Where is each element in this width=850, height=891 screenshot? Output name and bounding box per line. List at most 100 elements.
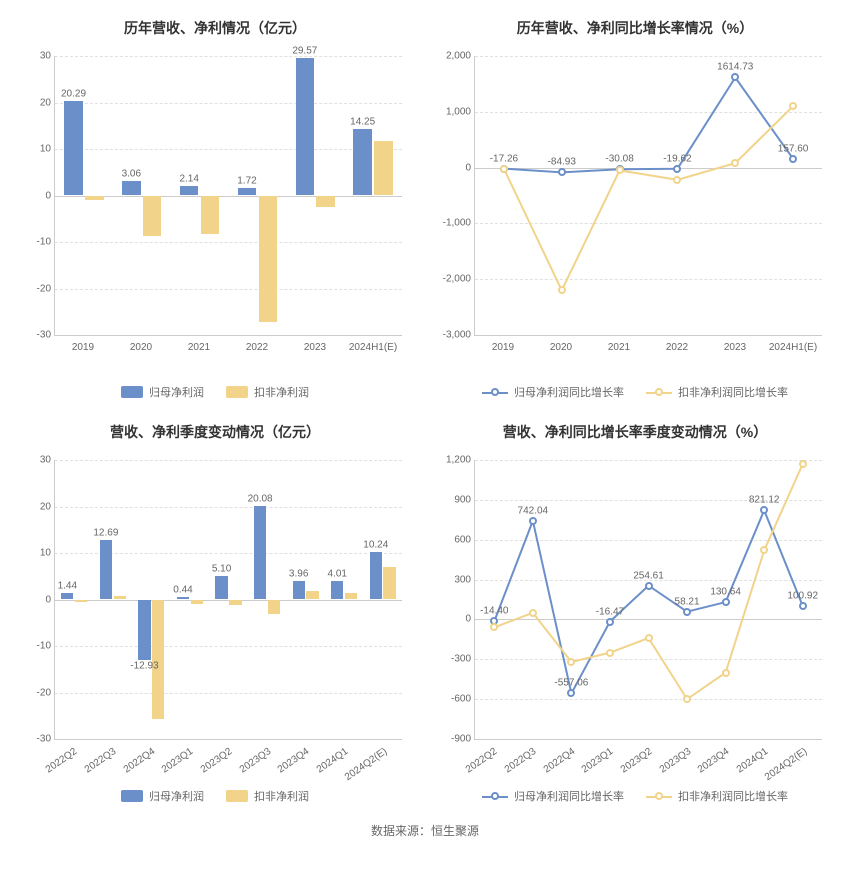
value-label: -30.08 xyxy=(605,154,633,165)
value-label: 130.64 xyxy=(710,587,741,598)
line-marker xyxy=(722,669,730,677)
value-label: 1.72 xyxy=(237,175,256,186)
x-tick-label: 2022Q3 xyxy=(503,746,538,775)
legend-swatch xyxy=(226,386,248,398)
legend-item: 扣非净利润 xyxy=(226,384,309,400)
x-tick-label: 2024Q2(E) xyxy=(343,746,389,783)
bar xyxy=(345,593,357,600)
value-label: -16.47 xyxy=(596,606,624,617)
bar xyxy=(316,196,335,208)
legend-item: 归母净利润同比增长率 xyxy=(482,788,624,804)
line-chart: -900-600-30003006009001,200-14.40742.04-… xyxy=(474,460,822,740)
x-tick-label: 2022Q4 xyxy=(541,746,576,775)
bar xyxy=(254,506,266,599)
legend-swatch xyxy=(482,791,508,801)
legend-item: 归母净利润同比增长率 xyxy=(482,384,624,400)
legend-label: 扣非净利润 xyxy=(254,788,309,804)
line-marker xyxy=(799,460,807,468)
x-tick-label: 2023Q1 xyxy=(160,746,195,775)
line-marker xyxy=(529,517,537,525)
data-source-footer: 数据来源：恒生聚源 xyxy=(10,808,840,845)
x-tick-label: 2022Q4 xyxy=(121,746,156,775)
line-marker xyxy=(731,73,739,81)
value-label: 1614.73 xyxy=(717,62,753,73)
legend-swatch xyxy=(646,387,672,397)
value-label: 0.44 xyxy=(173,585,192,596)
x-axis-labels: 201920202021202220232024H1(E) xyxy=(474,340,822,376)
x-tick-label: 2024H1(E) xyxy=(349,342,397,353)
bar xyxy=(383,567,395,600)
x-tick-label: 2024H1(E) xyxy=(769,342,817,353)
legend-label: 扣非净利润同比增长率 xyxy=(678,384,788,400)
value-label: 2.14 xyxy=(179,173,198,184)
value-label: 4.01 xyxy=(327,568,346,579)
legend-label: 扣非净利润 xyxy=(254,384,309,400)
x-tick-label: 2023Q2 xyxy=(199,746,234,775)
x-tick-label: 2022Q2 xyxy=(464,746,499,775)
legend-label: 归母净利润同比增长率 xyxy=(514,384,624,400)
x-tick-label: 2021 xyxy=(608,342,630,353)
x-tick-label: 2023Q2 xyxy=(619,746,654,775)
value-label: 10.24 xyxy=(363,539,388,550)
line-marker xyxy=(673,165,681,173)
bar xyxy=(201,196,220,234)
legend: 归母净利润 扣非净利润 xyxy=(14,788,416,804)
bar xyxy=(229,600,241,606)
x-tick-label: 2023Q1 xyxy=(580,746,615,775)
line-chart: -3,000-2,000-1,00001,0002,000-17.26-84.9… xyxy=(474,56,822,336)
line-marker xyxy=(558,286,566,294)
bar xyxy=(100,540,112,599)
value-label: 742.04 xyxy=(518,505,549,516)
value-label: 254.61 xyxy=(633,570,664,581)
panel-annual-values: 历年营收、净利情况（亿元） -30-20-10010203020.293.062… xyxy=(10,10,420,404)
bar xyxy=(268,600,280,615)
line-marker xyxy=(799,602,807,610)
chart-title: 营收、净利同比增长率季度变动情况（%） xyxy=(434,422,836,450)
bar xyxy=(177,597,189,599)
bar xyxy=(296,58,315,196)
value-label: 20.08 xyxy=(248,493,273,504)
legend-item: 扣非净利润同比增长率 xyxy=(646,788,788,804)
line-marker xyxy=(760,546,768,554)
chart-title: 历年营收、净利情况（亿元） xyxy=(14,18,416,46)
value-label: 5.10 xyxy=(212,563,231,574)
legend-item: 归母净利润 xyxy=(121,788,204,804)
line-marker xyxy=(616,166,624,174)
x-tick-label: 2023Q3 xyxy=(237,746,272,775)
x-tick-label: 2024Q2(E) xyxy=(763,746,809,783)
bar xyxy=(191,600,203,605)
value-label: 20.29 xyxy=(61,88,86,99)
chart-grid: 历年营收、净利情况（亿元） -30-20-10010203020.293.062… xyxy=(10,10,840,808)
x-tick-label: 2019 xyxy=(492,342,514,353)
line-marker xyxy=(789,102,797,110)
value-label: -12.93 xyxy=(130,660,158,671)
value-label: -17.26 xyxy=(490,153,518,164)
value-label: 100.92 xyxy=(787,591,818,602)
legend-label: 归母净利润 xyxy=(149,384,204,400)
value-label: 12.69 xyxy=(93,528,118,539)
bar xyxy=(215,576,227,600)
x-axis-labels: 2022Q22022Q32022Q42023Q12023Q22023Q32023… xyxy=(474,744,822,780)
legend-swatch xyxy=(121,386,143,398)
bar xyxy=(331,581,343,600)
line-marker xyxy=(760,506,768,514)
panel-annual-growth: 历年营收、净利同比增长率情况（%） -3,000-2,000-1,00001,0… xyxy=(430,10,840,404)
value-label: 1.44 xyxy=(58,580,77,591)
x-tick-label: 2019 xyxy=(72,342,94,353)
line-marker xyxy=(645,634,653,642)
legend-swatch xyxy=(121,790,143,802)
x-axis-labels: 201920202021202220232024H1(E) xyxy=(54,340,402,376)
bar-chart: -30-20-1001020301.4412.69-12.930.445.102… xyxy=(54,460,402,740)
legend-item: 归母净利润 xyxy=(121,384,204,400)
bar xyxy=(75,600,87,602)
chart-title: 营收、净利季度变动情况（亿元） xyxy=(14,422,416,450)
bar xyxy=(64,101,83,195)
line-marker xyxy=(490,623,498,631)
line-marker xyxy=(789,155,797,163)
bar xyxy=(114,596,126,600)
bar xyxy=(143,196,162,237)
bar-chart: -30-20-10010203020.293.062.141.7229.5714… xyxy=(54,56,402,336)
line-marker xyxy=(683,695,691,703)
line-marker xyxy=(500,165,508,173)
line-marker xyxy=(567,658,575,666)
